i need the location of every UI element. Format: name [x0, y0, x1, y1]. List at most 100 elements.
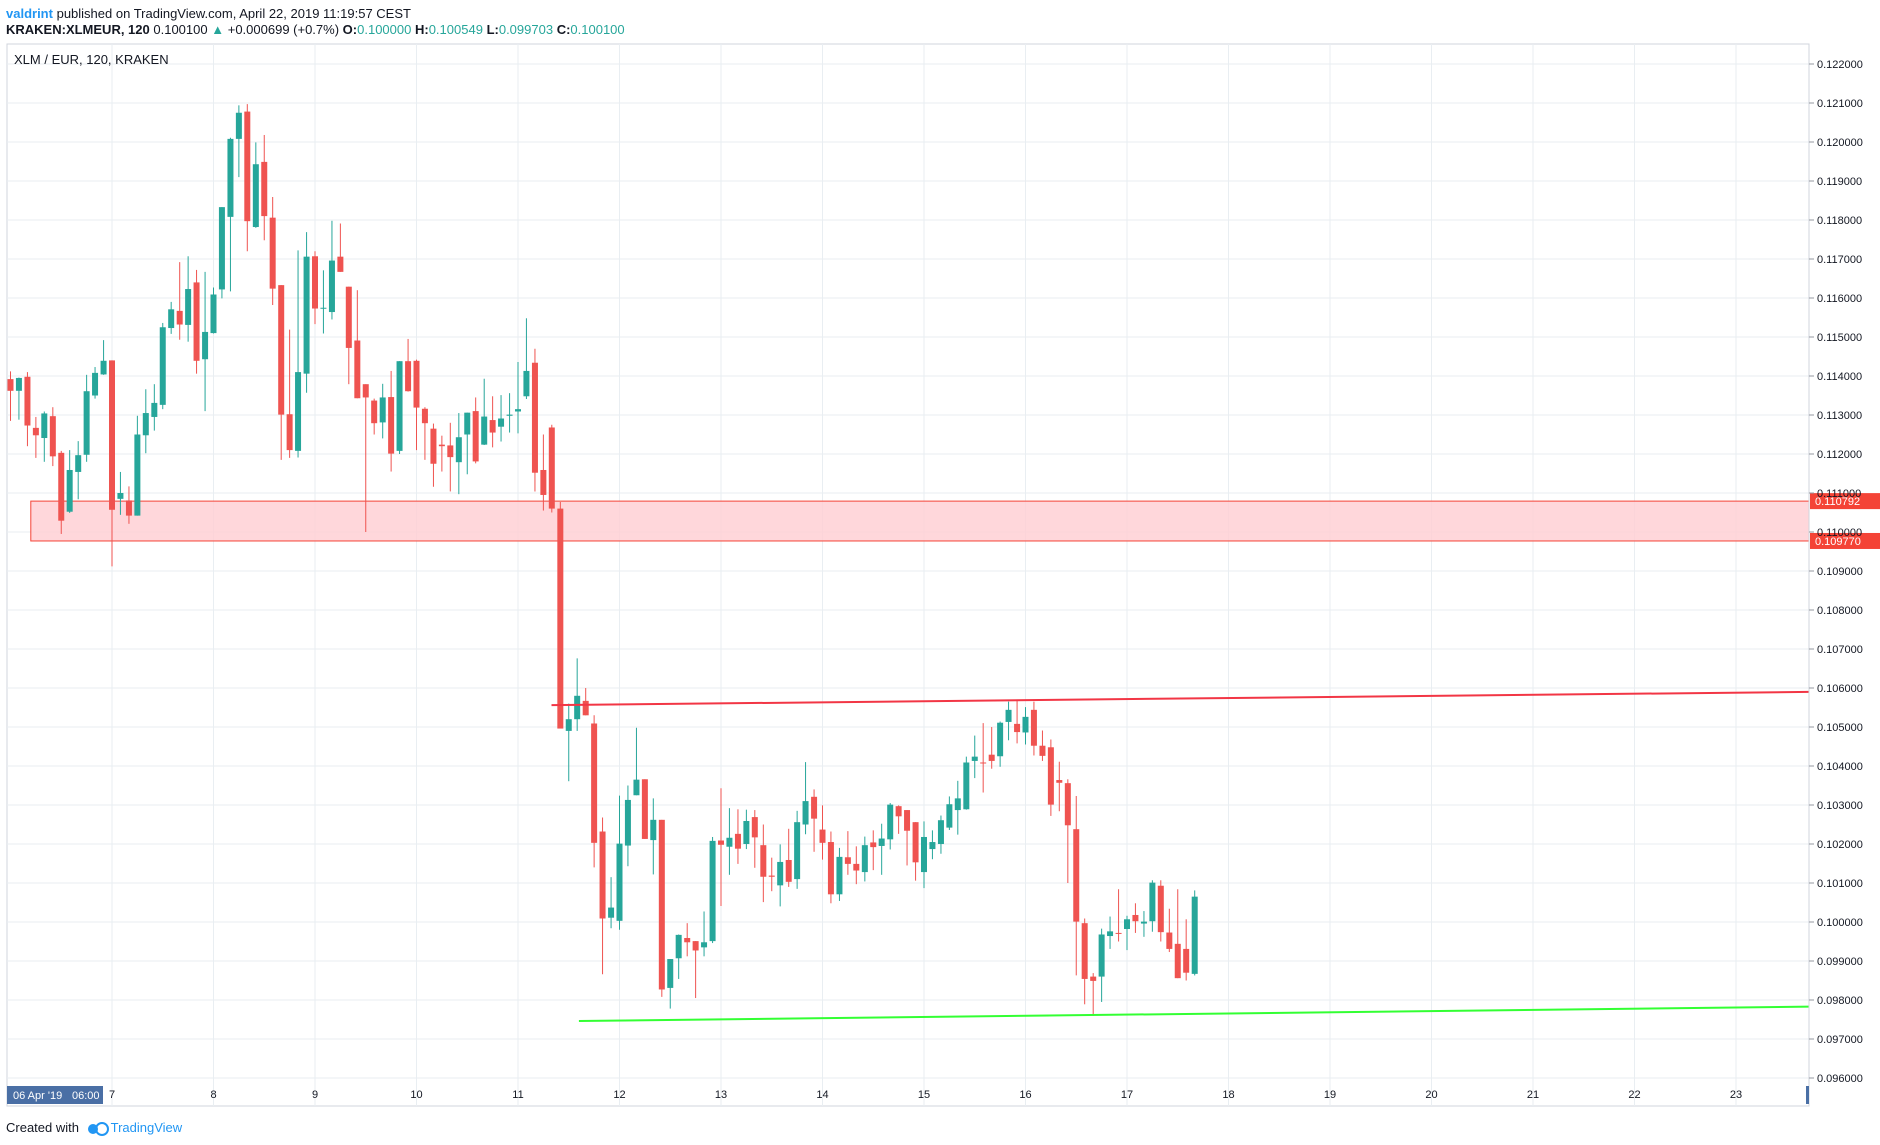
- x-tick-label: 23: [1730, 1089, 1742, 1101]
- candle-body-down: [768, 875, 775, 877]
- candle-body-down: [1132, 914, 1139, 922]
- author-link[interactable]: valdrint: [6, 6, 53, 21]
- candle-body-up: [481, 416, 488, 445]
- candle-body-up: [709, 840, 716, 942]
- tradingview-logo-icon: [87, 1121, 109, 1136]
- candle-body-down: [1081, 923, 1088, 979]
- candle-body-up: [878, 838, 885, 846]
- candle-body-up: [134, 434, 141, 516]
- candle-body-down: [684, 937, 691, 943]
- candle-body-up: [506, 414, 513, 416]
- published-text: published on TradingView.com, April 22, …: [56, 6, 411, 21]
- candle-body-down: [286, 414, 293, 451]
- resistance-zone[interactable]: 0.110792 0.109770: [30, 493, 1880, 549]
- candle-body-down: [421, 408, 428, 424]
- plot-area[interactable]: [6, 43, 1810, 1107]
- candle-body-down: [371, 400, 378, 424]
- resistance-zone-box: [30, 500, 1810, 542]
- x-tick-label: 9: [312, 1089, 318, 1101]
- candle-body-down: [1047, 747, 1054, 805]
- header-bar: valdrint published on TradingView.com, A…: [0, 0, 1880, 44]
- open-value: 0.100000: [357, 22, 412, 37]
- candle-body-down: [591, 723, 598, 843]
- publication-info: valdrint published on TradingView.com, A…: [6, 6, 411, 21]
- candle-body-up: [565, 719, 572, 731]
- x-tick-label: 14: [816, 1089, 828, 1101]
- y-tick-label: 0.120000: [1817, 137, 1863, 149]
- candle-body-up: [574, 695, 581, 720]
- candle-body-down: [1183, 948, 1190, 973]
- candle-body-up: [320, 307, 327, 309]
- candle-body-up: [1107, 931, 1114, 937]
- candle-body-down: [362, 384, 369, 398]
- candle-body-up: [633, 779, 640, 796]
- candle-body-down: [531, 362, 538, 473]
- close-value: 0.100100: [570, 22, 625, 37]
- candle-body-up: [151, 402, 158, 417]
- candle-body-up: [523, 370, 530, 397]
- x-tick-label: 13: [715, 1089, 727, 1101]
- candle-body-down: [641, 779, 648, 839]
- candle-body-down: [109, 360, 115, 510]
- x-tick-label: 7: [109, 1089, 115, 1101]
- time-axis[interactable]: 7 8 9 10 11 12 13 14 15 16 17 18 19 20 21 22 23 06 Apr '1…: [7, 1086, 1809, 1104]
- crosshair-date-box: [7, 1086, 103, 1104]
- x-tick-label: 22: [1628, 1089, 1640, 1101]
- candle-body-down: [447, 445, 454, 458]
- candle-body-up: [1005, 709, 1012, 722]
- candle-body-down: [895, 806, 902, 817]
- candle-body-up: [252, 164, 259, 228]
- candle-body-down: [980, 762, 987, 764]
- zone-bottom-price-label: 0.109770: [1815, 536, 1861, 548]
- y-tick-label: 0.119000: [1817, 176, 1862, 188]
- candle-body-down: [337, 256, 344, 272]
- tradingview-brand[interactable]: TradingView: [110, 1120, 183, 1135]
- candle-body-up: [743, 820, 750, 844]
- candle-body-up: [794, 822, 801, 880]
- candle-body-up: [66, 469, 73, 512]
- y-tick-label: 0.111000: [1817, 488, 1861, 500]
- x-tick-label: 10: [410, 1089, 422, 1101]
- candle-body-down: [582, 700, 589, 716]
- candle-body-up: [455, 437, 462, 463]
- candle-body-down: [760, 845, 767, 877]
- candle-body-up: [75, 455, 82, 472]
- candle-body-down: [1090, 976, 1097, 981]
- y-tick-label: 0.096000: [1817, 1073, 1863, 1085]
- candle-body-down: [1157, 885, 1164, 933]
- x-tick-label: 11: [512, 1089, 523, 1101]
- candle-body-up: [954, 798, 961, 811]
- up-arrow-icon: ▲: [211, 22, 225, 37]
- candle-body-down: [1073, 829, 1080, 922]
- candle-body-down: [557, 508, 564, 729]
- y-tick-label: 0.108000: [1817, 605, 1863, 617]
- x-tick-label: 15: [918, 1089, 930, 1101]
- candle-body-down: [345, 286, 352, 348]
- candle-body-up: [396, 361, 403, 451]
- candle-body-down: [692, 941, 699, 951]
- trend-lines[interactable]: [551, 690, 1810, 1023]
- candle-body-down: [430, 428, 437, 464]
- y-tick-label: 0.102000: [1817, 839, 1863, 851]
- ohlc-legend: KRAKEN:XLMEUR, 120 0.100100 ▲ +0.000699 …: [6, 22, 625, 37]
- candle-body-down: [1056, 780, 1063, 783]
- candle-body-down: [1115, 932, 1122, 934]
- price-axis[interactable]: 0.122000 0.121000 0.120000 0.119000 0.118000…: [1809, 59, 1863, 1085]
- candle-body-down: [1174, 943, 1181, 979]
- candle-body-up: [159, 327, 166, 405]
- y-tick-label: 0.101000: [1817, 878, 1863, 890]
- candle-body-down: [599, 831, 606, 919]
- candle-body-down: [32, 427, 39, 436]
- price-change: +0.000699 (+0.7%): [227, 22, 340, 37]
- high-value: 0.100549: [428, 22, 483, 37]
- candle-body-up: [464, 412, 471, 435]
- y-tick-label: 0.105000: [1817, 722, 1863, 734]
- candle-body-down: [278, 285, 285, 415]
- candle-body-up: [92, 372, 99, 396]
- candle-body-up: [921, 836, 927, 873]
- candle-body-up: [624, 799, 631, 846]
- candle-body-down: [49, 416, 56, 457]
- y-tick-label: 0.118000: [1817, 215, 1862, 227]
- candle-body-down: [853, 863, 860, 871]
